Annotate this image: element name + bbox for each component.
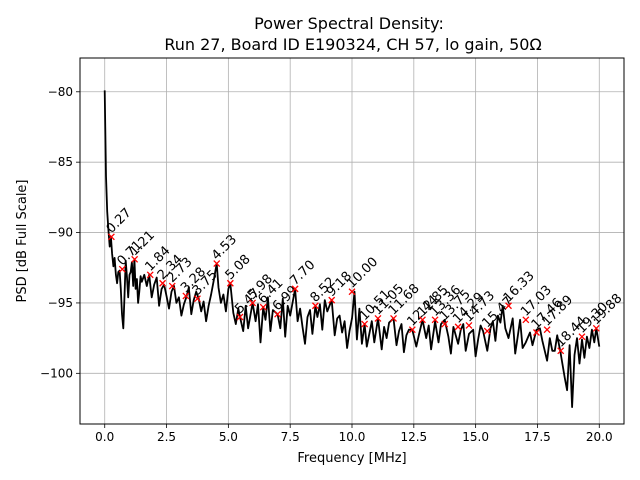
- peak-marker: [348, 288, 356, 296]
- y-tick-label: −85: [48, 155, 73, 169]
- peak-marker: [118, 265, 126, 273]
- x-tick-label: 0.0: [95, 430, 114, 444]
- peak-marker-stroke: [465, 322, 473, 329]
- grid: [80, 58, 624, 424]
- peak-marker-stroke: [159, 279, 167, 287]
- peak-marker: [441, 320, 449, 328]
- peak-marker-stroke: [361, 320, 369, 328]
- peak-marker: [431, 316, 439, 324]
- peak-marker: [328, 296, 336, 304]
- peak-marker-stroke: [131, 255, 139, 263]
- peak-marker-stroke: [483, 327, 491, 335]
- chart-subtitle: Run 27, Board ID E190324, CH 57, lo gain…: [164, 35, 541, 54]
- peak-marker-stroke: [390, 314, 398, 322]
- peak-marker: [592, 324, 600, 332]
- peak-marker: [390, 314, 398, 322]
- peak-marker: [146, 271, 154, 279]
- peak-marker-stroke: [374, 314, 382, 322]
- peak-marker: [557, 347, 565, 355]
- peak-marker-stroke: [146, 271, 154, 279]
- peak-marker-stroke: [505, 302, 512, 310]
- peak-marker-stroke: [454, 323, 462, 331]
- x-axis-label: Frequency [MHz]: [297, 451, 406, 466]
- peak-marker-stroke: [311, 302, 319, 310]
- peak-marker: [374, 314, 382, 322]
- peak-marker-stroke: [543, 326, 551, 334]
- peak-marker: [361, 320, 369, 328]
- x-tick-label: 17.5: [524, 430, 551, 444]
- peak-marker: [159, 279, 167, 287]
- peak-marker: [131, 255, 139, 263]
- peak-marker-stroke: [118, 265, 126, 273]
- peak-marker-stroke: [408, 326, 416, 334]
- x-tick-label: 10.0: [339, 430, 366, 444]
- peak-marker: [182, 292, 190, 300]
- peak-marker: [168, 282, 176, 290]
- x-tick-label: 20.0: [586, 430, 613, 444]
- peak-marker-stroke: [107, 233, 115, 241]
- peak-marker: [533, 329, 540, 336]
- peak-marker-stroke: [348, 288, 356, 296]
- y-tick-label: −95: [48, 296, 73, 310]
- peak-marker-stroke: [533, 329, 540, 336]
- peak-marker: [291, 285, 299, 293]
- x-tick-label: 5.0: [219, 430, 238, 444]
- peak-marker: [543, 326, 551, 334]
- peak-marker-stroke: [291, 285, 299, 293]
- x-tick-label: 12.5: [400, 430, 427, 444]
- y-axis-label: PSD [dB Full Scale]: [15, 179, 30, 302]
- peak-marker-stroke: [274, 310, 282, 318]
- peak-marker: [505, 302, 512, 310]
- y-tick-label: −90: [48, 226, 73, 240]
- peak-marker: [454, 323, 462, 331]
- peak-marker: [465, 322, 473, 329]
- peak-marker-stroke: [522, 316, 530, 324]
- peak-marker: [226, 279, 234, 287]
- chart-title: Power Spectral Density:: [254, 14, 444, 33]
- peak-marker-stroke: [182, 292, 190, 300]
- peak-marker: [274, 310, 282, 318]
- peak-marker-stroke: [592, 324, 600, 332]
- peak-marker-stroke: [249, 299, 257, 307]
- peak-marker-stroke: [578, 333, 586, 341]
- peak-marker-stroke: [431, 316, 439, 324]
- peak-marker: [419, 316, 426, 324]
- x-axis-ticks: 0.0 2.5 5.0 7.5 10.0 12.5 15.0 17.5 20.0: [95, 424, 613, 444]
- peak-marker: [213, 260, 221, 267]
- peak-marker-stroke: [419, 316, 426, 324]
- peak-marker: [578, 333, 586, 341]
- peak-marker: [483, 327, 491, 335]
- peak-marker-stroke: [557, 347, 565, 355]
- peak-marker-stroke: [441, 320, 449, 328]
- peak-marker: [249, 299, 257, 307]
- peak-marker: [259, 303, 267, 311]
- y-tick-label: −100: [40, 366, 73, 380]
- peak-marker-stroke: [193, 295, 201, 303]
- peak-marker: [107, 233, 115, 241]
- peak-marker: [311, 302, 319, 310]
- peak-marker-stroke: [236, 313, 244, 321]
- peak-marker-stroke: [259, 303, 267, 311]
- peak-marker-stroke: [213, 260, 221, 267]
- x-tick-label: 7.5: [281, 430, 300, 444]
- peak-marker-stroke: [168, 282, 176, 290]
- peak-marker-stroke: [328, 296, 336, 304]
- x-tick-label: 15.0: [462, 430, 489, 444]
- peak-marker-stroke: [226, 279, 234, 287]
- peak-marker: [193, 295, 201, 303]
- y-tick-label: −80: [48, 85, 73, 99]
- peak-marker: [408, 326, 416, 334]
- peak-marker: [236, 313, 244, 321]
- peak-marker: [522, 316, 530, 324]
- x-tick-label: 2.5: [157, 430, 176, 444]
- y-axis-ticks: −80 −85 −90 −95 −100: [40, 85, 80, 380]
